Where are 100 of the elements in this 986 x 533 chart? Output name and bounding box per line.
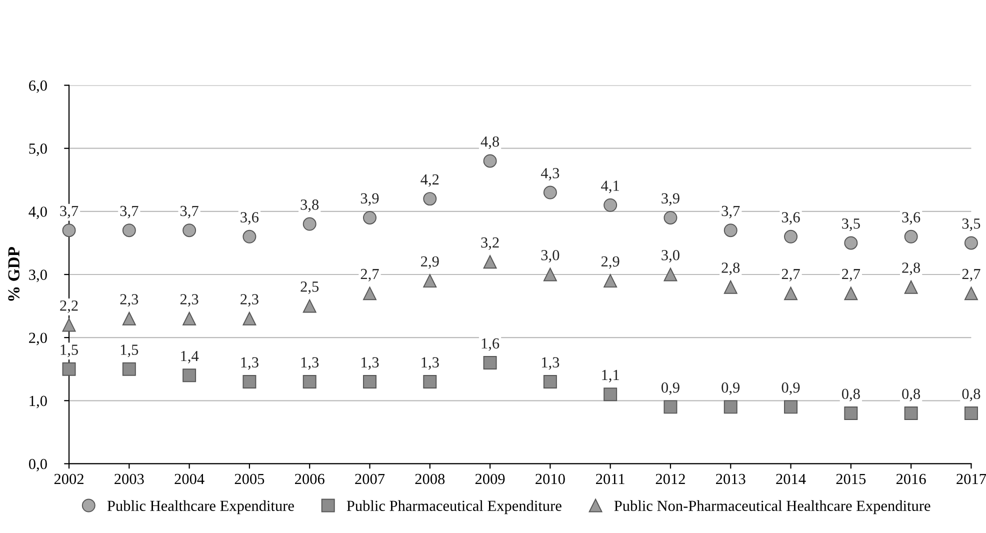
data-label: 0,9 — [722, 382, 740, 395]
data-label: 2,9 — [601, 256, 620, 269]
y-tick-label: 0,0 — [28, 458, 47, 472]
data-label: 4,8 — [480, 136, 500, 149]
data-label: 0,9 — [662, 382, 680, 395]
x-tick-label: 2007 — [355, 474, 385, 484]
point — [122, 312, 136, 326]
point — [604, 388, 618, 402]
point — [904, 280, 918, 294]
data-label: 3,6 — [782, 212, 800, 225]
point — [604, 198, 618, 212]
point — [964, 406, 978, 420]
data-label: 0,8 — [962, 388, 980, 402]
point — [242, 374, 256, 388]
data-label: 3,5 — [962, 218, 980, 231]
point — [182, 224, 196, 238]
point — [302, 217, 316, 231]
data-label: 2,7 — [842, 268, 860, 282]
point — [483, 255, 497, 269]
data-label: 3,7 — [722, 206, 740, 218]
point — [543, 186, 557, 200]
x-tick-label: 2014 — [776, 474, 806, 484]
point — [543, 374, 557, 388]
data-label: 1,3 — [362, 357, 379, 370]
point — [543, 268, 557, 282]
data-label: 2,8 — [902, 262, 920, 276]
data-label: 3,0 — [541, 250, 560, 262]
data-label: 2,5 — [300, 282, 319, 294]
point — [483, 356, 497, 370]
y-tick-label: 2,0 — [29, 332, 47, 346]
x-tick-label: 2008 — [415, 474, 445, 484]
point — [423, 192, 437, 206]
point — [423, 374, 437, 388]
point — [242, 312, 256, 326]
y-tick-label: 4,0 — [28, 206, 47, 220]
point — [423, 274, 437, 288]
x-tick-label: 2016 — [896, 474, 926, 484]
x-tick-label: 2017 — [956, 474, 986, 484]
data-label: 3,7 — [60, 206, 78, 218]
legend-label: Public Non-Pharmaceutical Healthcare Expenditure — [614, 500, 930, 514]
x-tick-label: 2009 — [475, 474, 505, 484]
x-tick-label: 2002 — [54, 474, 84, 484]
data-label: 3,6 — [902, 212, 920, 225]
point — [784, 230, 798, 244]
point — [844, 406, 858, 420]
data-label: 3,2 — [481, 237, 499, 250]
point — [242, 230, 256, 244]
x-tick-label: 2004 — [174, 474, 204, 484]
data-label: 3,9 — [360, 193, 379, 206]
point — [724, 400, 738, 414]
point — [182, 312, 196, 326]
data-label: 2,2 — [60, 300, 78, 313]
data-label: 2,7 — [962, 268, 980, 282]
x-tick-label: 2015 — [836, 474, 866, 484]
x-tick-label: 2005 — [234, 474, 264, 484]
point — [182, 368, 196, 382]
point — [664, 210, 678, 224]
data-label: 3,5 — [842, 218, 860, 231]
point — [363, 286, 376, 300]
data-label: 1,1 — [602, 370, 619, 382]
data-label: 2,7 — [782, 268, 800, 282]
legend-label: Public Healthcare Expenditure — [107, 500, 294, 514]
y-tick-label: 6,0 — [29, 80, 47, 93]
data-label: 1,6 — [482, 338, 500, 351]
data-label: 0,9 — [782, 382, 800, 395]
data-label: 3,6 — [240, 212, 259, 225]
x-tick-label: 2013 — [716, 474, 746, 484]
point — [844, 236, 858, 250]
data-label: 4,3 — [540, 168, 560, 180]
y-tick-label: 5,0 — [29, 143, 47, 156]
point — [302, 374, 316, 388]
point — [964, 286, 978, 300]
point — [724, 224, 738, 238]
x-tick-label: 2011 — [596, 474, 624, 484]
data-label: 1,3 — [301, 357, 319, 370]
data-label: 2,7 — [360, 268, 379, 282]
y-tick-label: 3,0 — [29, 270, 47, 282]
data-label: 1,3 — [542, 357, 560, 370]
data-label: 2,3 — [180, 294, 198, 307]
point — [784, 400, 798, 414]
legend-label: Public Pharmaceutical Expenditure — [346, 500, 562, 514]
point — [664, 400, 678, 414]
data-label: 1,5 — [60, 344, 78, 358]
point — [483, 154, 497, 168]
point — [664, 268, 678, 282]
data-label: 0,8 — [842, 388, 860, 402]
point — [604, 274, 618, 288]
data-label: 3,0 — [662, 250, 680, 262]
data-label: 1,3 — [241, 357, 258, 370]
data-label: 3,8 — [300, 200, 319, 212]
data-label: 2,3 — [240, 294, 258, 307]
data-label: 4,1 — [601, 180, 619, 194]
data-label: 1,3 — [422, 357, 439, 370]
point — [363, 210, 376, 224]
data-label: 4,2 — [420, 174, 439, 187]
data-label: 2,8 — [722, 262, 740, 276]
point — [724, 280, 738, 294]
y-axis-title: % GDP — [8, 246, 20, 301]
x-tick-label: 2012 — [656, 474, 685, 484]
point — [62, 362, 76, 376]
